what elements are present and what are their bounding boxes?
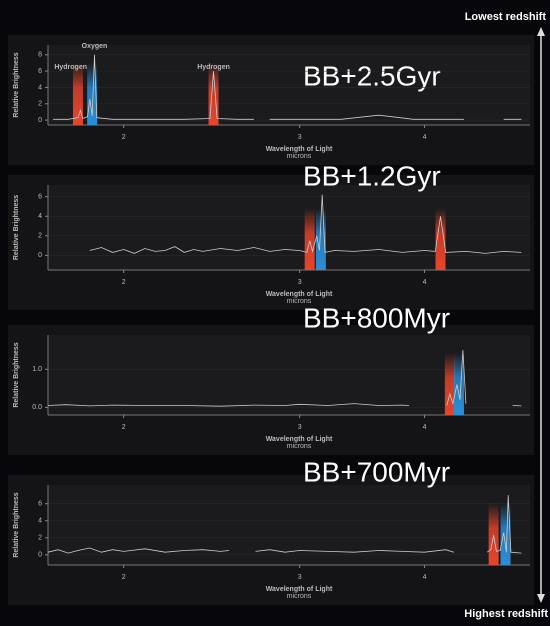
arrow-head <box>537 27 545 36</box>
y-tick-label: 2 <box>38 233 42 240</box>
bottom-label: Highest redshift <box>464 608 548 620</box>
y-axis-label: Relative Brightness <box>13 342 20 407</box>
y-tick-label: 4 <box>38 84 42 91</box>
x-tick-label: 3 <box>298 134 302 141</box>
panel-title: BB+700Myr <box>303 456 450 487</box>
panel-title: BB+800Myr <box>303 302 450 333</box>
x-tick-label: 3 <box>298 574 302 581</box>
x-axis-unit: microns <box>287 593 312 600</box>
emission-band <box>444 353 455 415</box>
arrow-head <box>537 594 545 603</box>
spectrum-line <box>47 495 522 554</box>
y-tick-label: 4 <box>38 213 42 220</box>
y-tick-label: 0.0 <box>32 404 42 411</box>
y-axis-label: Relative Brightness <box>13 492 20 557</box>
spectrum-line <box>47 350 522 407</box>
plot-area <box>48 45 530 125</box>
emission-band <box>315 208 326 270</box>
x-tick-label: 2 <box>122 279 126 286</box>
x-tick-label: 2 <box>122 134 126 141</box>
spectrum-line <box>89 194 522 254</box>
emission-band <box>208 63 219 125</box>
y-tick-label: 2 <box>38 101 42 108</box>
spectrum-line <box>53 54 522 120</box>
x-axis-label: Wavelength of Light <box>266 586 333 593</box>
y-tick-label: 0 <box>38 117 42 124</box>
x-axis-unit: microns <box>287 153 312 160</box>
emission-band <box>488 503 499 565</box>
emission-band <box>87 63 98 125</box>
plot-area <box>48 185 530 270</box>
panel-title: BB+2.5Gyr <box>303 60 441 91</box>
emission-band <box>72 63 83 125</box>
x-axis-label: Wavelength of Light <box>266 436 333 443</box>
y-tick-label: 8 <box>38 52 42 59</box>
emission-band <box>500 503 511 565</box>
y-tick-label: 6 <box>38 68 42 75</box>
x-tick-label: 4 <box>423 424 427 431</box>
x-tick-label: 3 <box>298 279 302 286</box>
x-axis-unit: microns <box>287 443 312 450</box>
y-tick-label: 4 <box>38 518 42 525</box>
x-axis-unit: microns <box>287 298 312 305</box>
y-axis-label: Relative Brightness <box>13 195 20 260</box>
emission-band <box>453 353 464 415</box>
y-tick-label: 0 <box>38 252 42 259</box>
emission-band <box>304 208 315 270</box>
y-tick-label: 6 <box>38 194 42 201</box>
x-tick-label: 2 <box>122 574 126 581</box>
line-label: Hydrogen <box>197 64 230 71</box>
x-tick-label: 4 <box>423 134 427 141</box>
x-tick-label: 3 <box>298 424 302 431</box>
x-tick-label: 2 <box>122 424 126 431</box>
x-tick-label: 4 <box>423 574 427 581</box>
panel-title: BB+1.2Gyr <box>303 160 441 191</box>
y-axis-label: Relative Brightness <box>13 52 20 117</box>
y-tick-label: 2 <box>38 535 42 542</box>
line-label: Hydrogen <box>54 64 87 71</box>
x-axis-label: Wavelength of Light <box>266 291 333 298</box>
emission-band <box>435 208 446 270</box>
y-tick-label: 6 <box>38 501 42 508</box>
top-label: Lowest redshift <box>465 11 547 23</box>
x-tick-label: 4 <box>423 279 427 286</box>
y-tick-label: 1.0 <box>32 366 42 373</box>
y-tick-label: 0 <box>38 552 42 559</box>
plot-area <box>48 485 530 565</box>
line-label: Oxygen <box>82 43 108 50</box>
x-axis-label: Wavelength of Light <box>266 146 333 153</box>
